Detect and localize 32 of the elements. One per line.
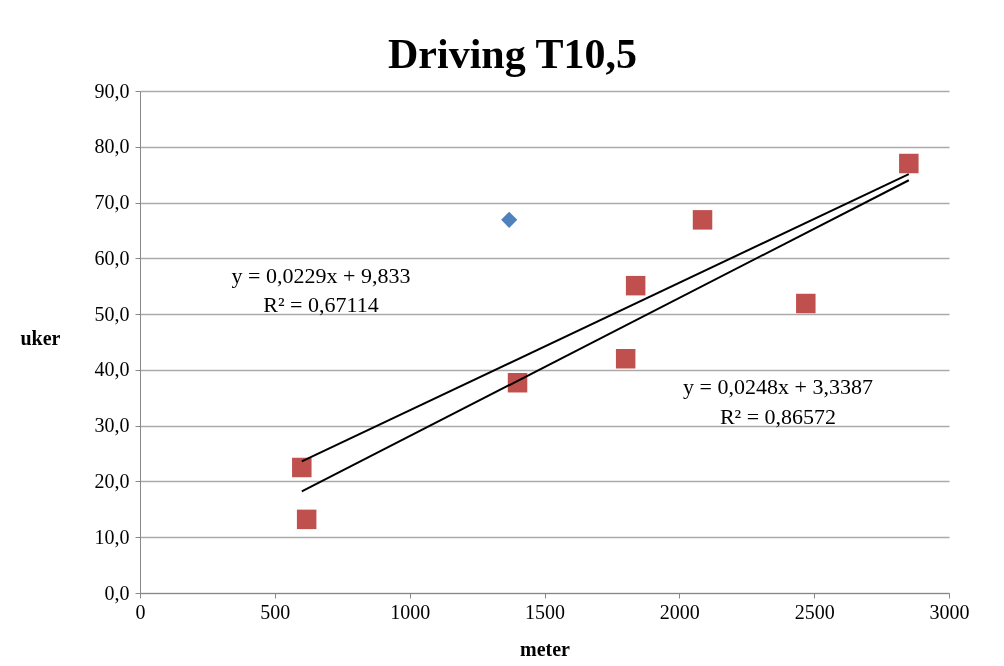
annotation: R² = 0,86572 <box>719 404 837 429</box>
y-tick-label: 80,0 <box>94 135 130 158</box>
y-tick-label: 70,0 <box>94 191 130 214</box>
point <box>501 211 518 228</box>
y-tick-label: 40,0 <box>94 358 130 381</box>
x-tick-label: 2000 <box>659 600 700 623</box>
x-axis-title: meter <box>520 637 571 660</box>
annotation: y = 0,0248x + 3,3387 <box>683 374 873 399</box>
point <box>899 153 919 174</box>
point <box>625 275 646 296</box>
y-tick-label: 60,0 <box>94 246 130 269</box>
y-tick-label: 90,0 <box>94 79 130 102</box>
point <box>692 210 713 230</box>
x-tick-label: 3000 <box>929 600 970 623</box>
chart-title: Driving T10,5 <box>388 31 637 77</box>
x-tick-label: 500 <box>260 600 291 623</box>
point <box>796 293 816 314</box>
y-axis-title: uker <box>20 326 61 349</box>
annotation: y = 0,0229x + 9,833 <box>231 263 411 288</box>
x-tick-label: 2500 <box>794 600 835 623</box>
point <box>296 509 317 530</box>
annotation: R² = 0,67114 <box>263 292 379 317</box>
x-tick-label: 0 <box>135 600 146 623</box>
point <box>615 348 636 369</box>
y-tick-label: 0,0 <box>104 581 130 604</box>
point <box>292 457 312 478</box>
x-tick-label: 1000 <box>390 600 431 623</box>
y-tick-label: 10,0 <box>94 525 130 548</box>
y-tick-label: 20,0 <box>94 469 130 492</box>
x-tick-label: 1500 <box>525 600 565 623</box>
y-tick-label: 30,0 <box>94 414 130 437</box>
y-tick-label: 50,0 <box>94 302 130 325</box>
